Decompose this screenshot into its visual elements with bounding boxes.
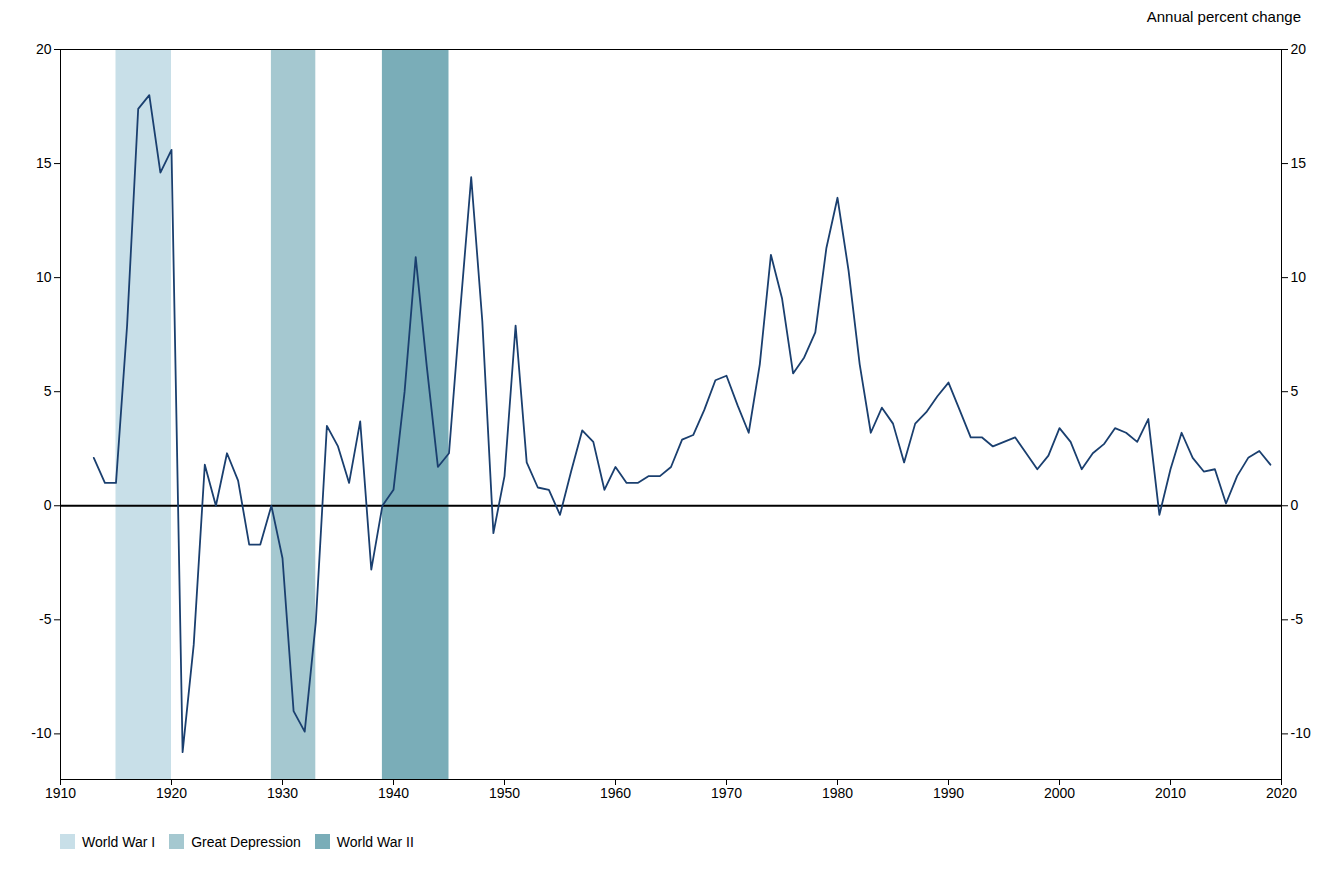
svg-text:15: 15 — [1291, 155, 1307, 171]
svg-text:20: 20 — [36, 41, 52, 57]
html-text:Annual percent change: Annual percent change — [1146, 8, 1301, 25]
svg-text:1920: 1920 — [156, 785, 187, 801]
svg-text:20: 20 — [1291, 41, 1307, 57]
svg-text:1990: 1990 — [933, 785, 964, 801]
svg-text:10: 10 — [1291, 269, 1307, 285]
svg-text:1960: 1960 — [600, 785, 631, 801]
svg-text:1980: 1980 — [822, 785, 853, 801]
svg-text:1940: 1940 — [378, 785, 409, 801]
html-text:World War II: World War II — [336, 833, 414, 850]
svg-text:1970: 1970 — [711, 785, 742, 801]
svg-text:1950: 1950 — [489, 785, 520, 801]
svg-text:2000: 2000 — [1044, 785, 1075, 801]
html-text:World War I: World War I — [82, 833, 156, 850]
html-text:Great Depression: Great Depression — [191, 833, 301, 850]
svg-text:5: 5 — [44, 383, 52, 399]
svg-text:-10: -10 — [31, 725, 51, 741]
svg-text:1930: 1930 — [267, 785, 298, 801]
svg-text:2010: 2010 — [1155, 785, 1186, 801]
svg-text:-5: -5 — [1291, 611, 1304, 627]
svg-text:15: 15 — [36, 155, 52, 171]
svg-text:-5: -5 — [39, 611, 52, 627]
svg-text:2020: 2020 — [1266, 785, 1297, 801]
svg-text:10: 10 — [36, 269, 52, 285]
svg-text:0: 0 — [44, 497, 52, 513]
svg-text:1910: 1910 — [45, 785, 76, 801]
svg-text:0: 0 — [1291, 497, 1299, 513]
svg-text:-10: -10 — [1291, 725, 1311, 741]
svg-text:5: 5 — [1291, 383, 1299, 399]
